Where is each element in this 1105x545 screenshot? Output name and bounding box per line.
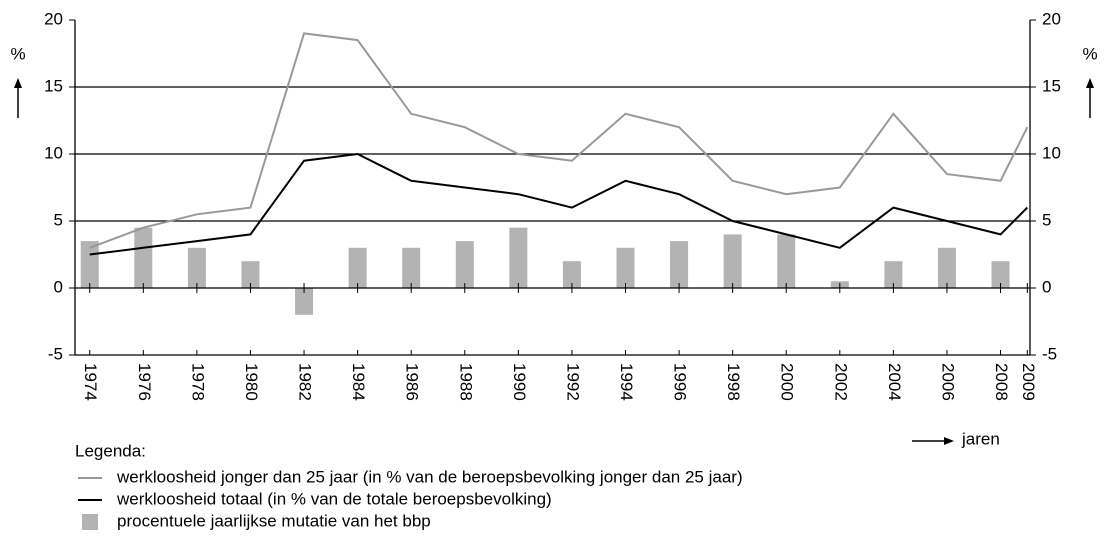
bar [134,227,153,288]
x-tick-label: 1984 [349,363,368,401]
bar [562,261,581,288]
y2-arrow-head [1086,78,1094,88]
x-tick-label: 2002 [831,363,850,401]
bar [670,241,689,288]
legend-label: werkloosheid totaal (in % van de totale … [116,489,552,508]
x-tick-label: 1980 [242,363,261,401]
y2-tick-label: 15 [1042,76,1061,95]
bar [80,241,99,288]
bar [937,247,956,288]
y-tick-label: 5 [54,210,63,229]
x-tick-label: 1978 [188,363,207,401]
bar [241,261,260,288]
y2-tick-label: -5 [1042,344,1057,363]
x-tick-label: 1994 [617,363,636,401]
y-arrow-head [14,78,22,88]
y-tick-label: 15 [44,76,63,95]
legend-title: Legenda: [75,441,146,460]
bar [402,247,421,288]
x-axis-label: jaren [961,429,1000,448]
bar [187,247,206,288]
y-tick-label: 10 [44,143,63,162]
x-arrow-head [944,437,954,445]
legend-swatch [82,514,98,530]
x-tick-label: 1998 [724,363,743,401]
y-tick-label: -5 [48,344,63,363]
bar [509,227,528,288]
x-tick-label: 2004 [885,363,904,401]
line [89,152,1029,256]
bar [616,247,635,288]
bar [723,234,742,288]
line [89,32,1029,249]
bar [777,234,796,288]
y2-tick-label: 10 [1042,143,1061,162]
x-tick-label: 2006 [938,363,957,401]
x-tick-label: 1988 [456,363,475,401]
x-tick-label: 2009 [1019,363,1038,401]
x-tick-label: 1974 [81,363,100,401]
x-tick-label: 1992 [563,363,582,401]
x-tick-label: 2000 [778,363,797,401]
y-tick-label: 20 [44,9,63,28]
y-axis-label: % [10,44,25,63]
x-tick-label: 1996 [671,363,690,401]
y-tick-label: 0 [54,277,63,296]
y2-tick-label: 5 [1042,210,1051,229]
bar [884,261,903,288]
legend-label: werkloosheid jonger dan 25 jaar (in % va… [116,467,743,486]
legend-label: procentuele jaarlijkse mutatie van het b… [117,511,431,530]
x-tick-label: 2008 [992,363,1011,401]
bar [348,247,367,288]
y2-axis-label: % [1082,44,1097,63]
x-tick-label: 1976 [135,363,154,401]
bar [991,261,1010,288]
x-tick-label: 1990 [510,363,529,401]
y2-tick-label: 20 [1042,9,1061,28]
x-tick-label: 1986 [403,363,422,401]
x-tick-label: 1982 [296,363,315,401]
bar [295,288,314,315]
y2-tick-label: 0 [1042,277,1051,296]
bar [455,241,474,288]
